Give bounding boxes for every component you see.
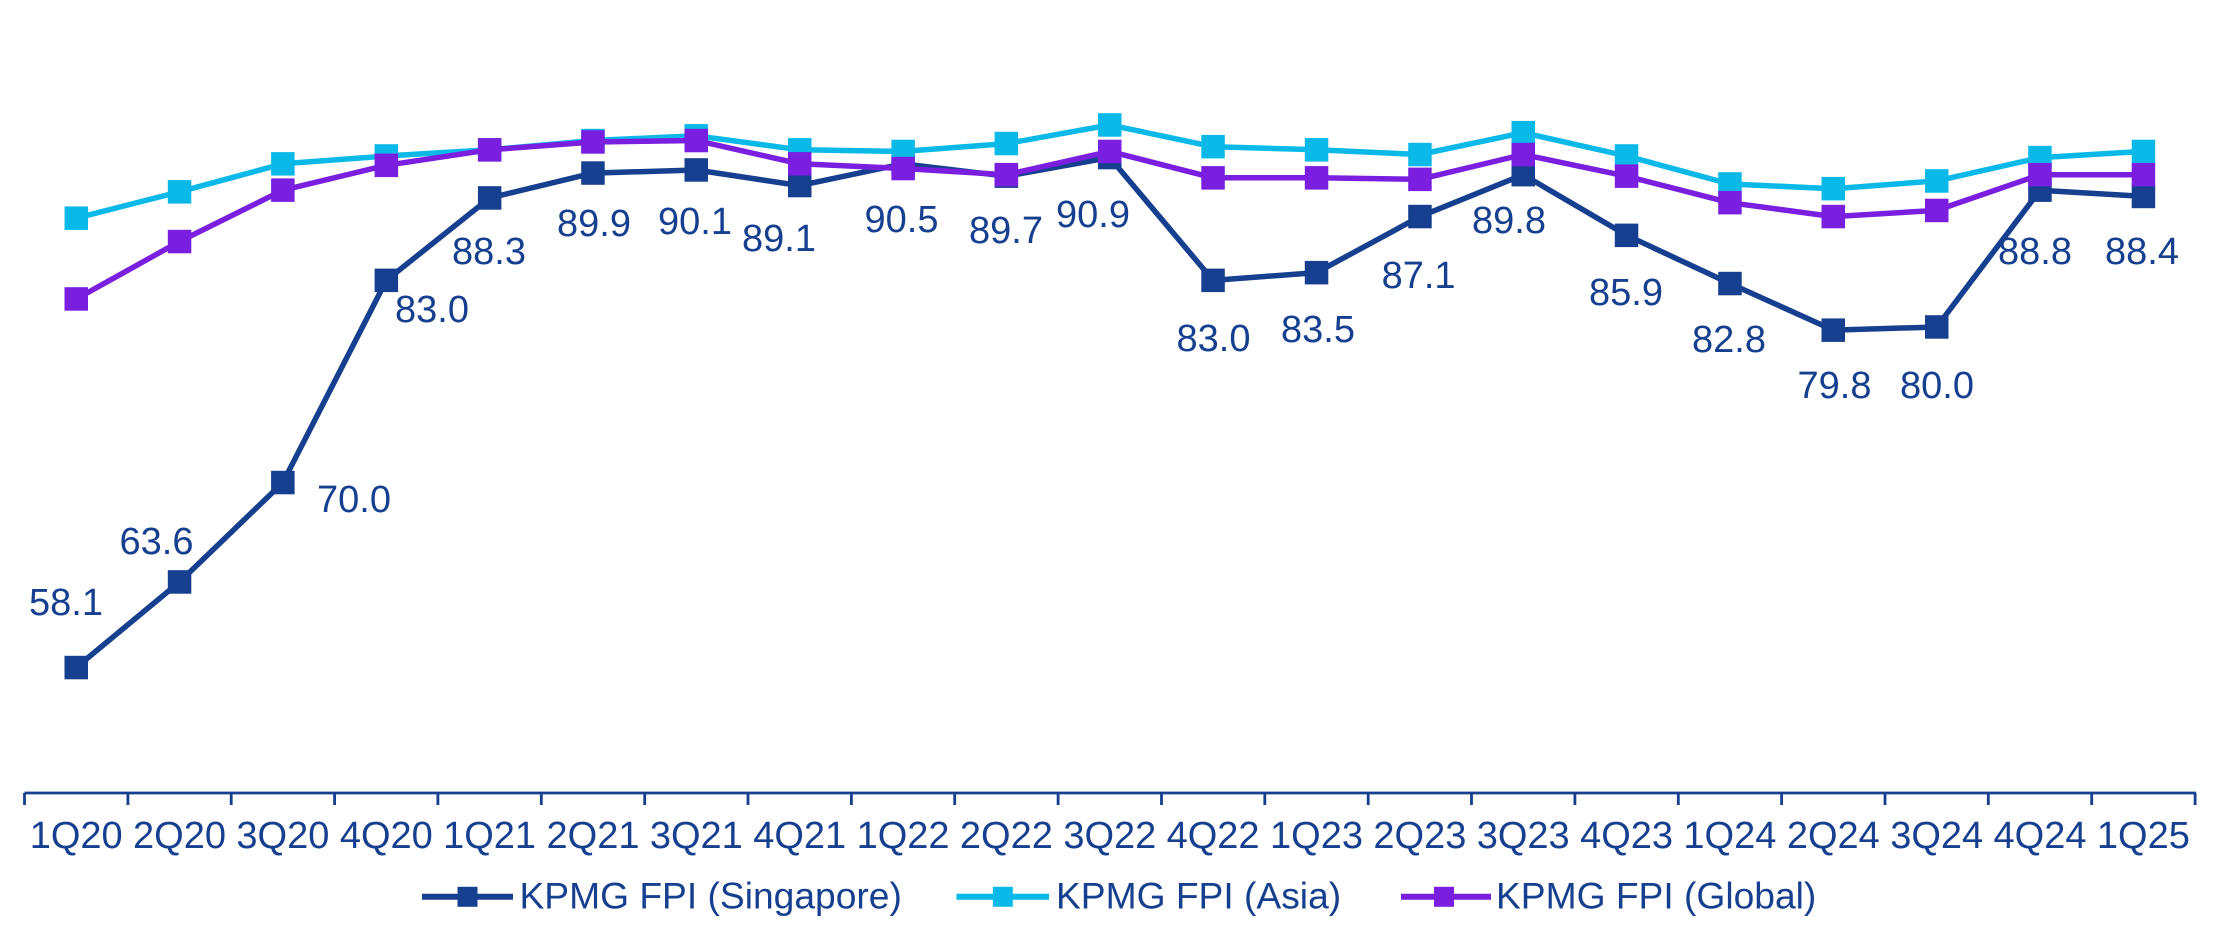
svg-text:83.5: 83.5 <box>1281 309 1355 351</box>
svg-text:90.9: 90.9 <box>1056 194 1130 236</box>
svg-text:89.8: 89.8 <box>1472 200 1546 242</box>
svg-text:89.1: 89.1 <box>742 218 816 260</box>
svg-text:4Q20: 4Q20 <box>340 815 433 857</box>
svg-text:2Q20: 2Q20 <box>133 815 226 857</box>
svg-text:1Q20: 1Q20 <box>30 815 123 857</box>
svg-text:89.9: 89.9 <box>557 203 631 245</box>
svg-text:1Q21: 1Q21 <box>443 815 536 857</box>
svg-text:88.4: 88.4 <box>2105 231 2179 273</box>
svg-text:58.1: 58.1 <box>29 582 103 624</box>
svg-text:3Q20: 3Q20 <box>236 815 329 857</box>
svg-text:82.8: 82.8 <box>1692 319 1766 361</box>
svg-text:1Q24: 1Q24 <box>1683 815 1776 857</box>
svg-text:88.8: 88.8 <box>1998 231 2072 273</box>
svg-text:89.7: 89.7 <box>969 210 1043 252</box>
svg-text:90.1: 90.1 <box>658 201 732 243</box>
svg-text:79.8: 79.8 <box>1798 365 1872 407</box>
svg-text:90.5: 90.5 <box>865 199 939 241</box>
svg-text:83.0: 83.0 <box>1177 318 1251 360</box>
svg-text:3Q21: 3Q21 <box>650 815 743 857</box>
svg-text:KPMG FPI (Global): KPMG FPI (Global) <box>1496 875 1816 917</box>
svg-text:KPMG FPI (Asia): KPMG FPI (Asia) <box>1056 875 1341 917</box>
svg-text:83.0: 83.0 <box>395 289 469 331</box>
svg-text:85.9: 85.9 <box>1589 272 1663 314</box>
svg-text:1Q23: 1Q23 <box>1270 815 1363 857</box>
svg-text:88.3: 88.3 <box>452 231 526 273</box>
svg-text:2Q21: 2Q21 <box>547 815 640 857</box>
svg-text:63.6: 63.6 <box>120 521 194 563</box>
svg-text:3Q24: 3Q24 <box>1890 815 1983 857</box>
svg-text:2Q23: 2Q23 <box>1373 815 1466 857</box>
svg-text:KPMG FPI (Singapore): KPMG FPI (Singapore) <box>520 875 902 917</box>
svg-text:70.0: 70.0 <box>317 479 391 521</box>
svg-text:1Q25: 1Q25 <box>2097 815 2190 857</box>
svg-text:4Q21: 4Q21 <box>753 815 846 857</box>
svg-text:2Q24: 2Q24 <box>1787 815 1880 857</box>
svg-text:1Q22: 1Q22 <box>857 815 950 857</box>
svg-text:2Q22: 2Q22 <box>960 815 1053 857</box>
svg-text:80.0: 80.0 <box>1900 365 1974 407</box>
svg-text:87.1: 87.1 <box>1382 255 1456 297</box>
svg-text:4Q24: 4Q24 <box>1994 815 2087 857</box>
svg-text:4Q22: 4Q22 <box>1167 815 1260 857</box>
svg-text:3Q22: 3Q22 <box>1063 815 1156 857</box>
svg-text:3Q23: 3Q23 <box>1477 815 1570 857</box>
svg-text:4Q23: 4Q23 <box>1580 815 1673 857</box>
